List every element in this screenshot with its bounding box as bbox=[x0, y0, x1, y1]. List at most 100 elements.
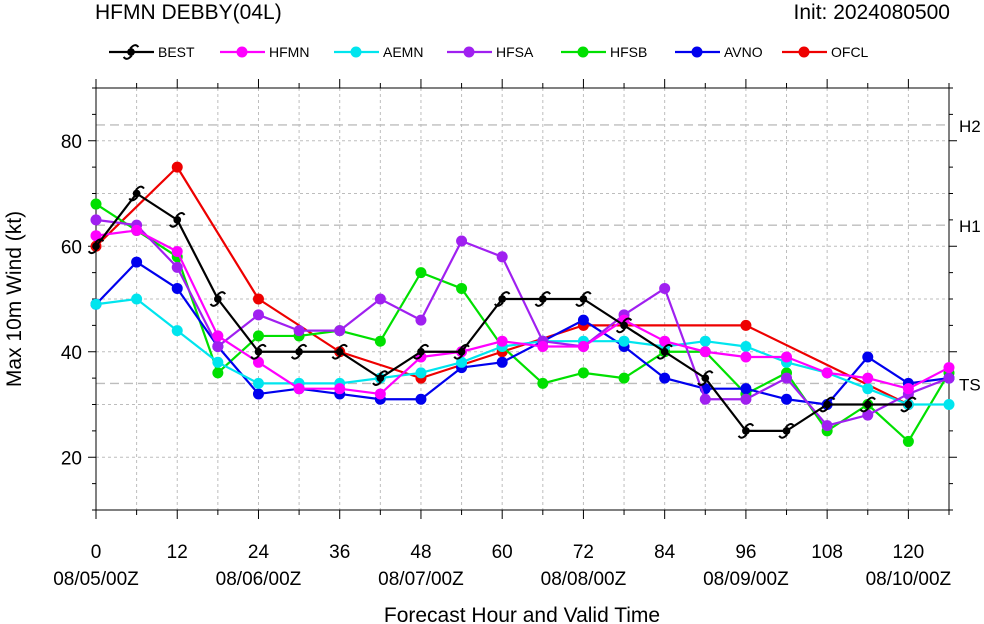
x-tick-label: 84 bbox=[654, 542, 676, 563]
data-point-avno bbox=[496, 356, 508, 368]
hurricane-marker bbox=[331, 343, 348, 360]
legend-label: HFSB bbox=[610, 44, 647, 60]
legend-label: AEMN bbox=[383, 44, 423, 60]
data-point-hfmn bbox=[374, 388, 386, 400]
hurricane-marker bbox=[412, 343, 430, 360]
data-point-aemn bbox=[618, 335, 630, 347]
y-tick-label: 20 bbox=[61, 448, 82, 469]
data-point-ofcl bbox=[171, 161, 183, 173]
data-point-avno bbox=[862, 351, 874, 363]
legend-entry-ofcl: OFCL bbox=[782, 44, 869, 60]
data-point-hfmn bbox=[943, 362, 955, 374]
data-point-aemn bbox=[212, 356, 224, 368]
data-point-hfsa bbox=[293, 325, 305, 337]
data-point-ofcl bbox=[740, 319, 752, 331]
legend-entry-hfsb: HFSB bbox=[561, 44, 647, 60]
legend-entry-hfsa: HFSA bbox=[447, 44, 534, 60]
data-point-hfmn bbox=[659, 335, 671, 347]
x-tick-label: 12 bbox=[167, 542, 188, 563]
hurricane-marker bbox=[778, 423, 795, 439]
x-tick-label: 36 bbox=[329, 542, 350, 563]
legend: BEST HFMN AEMN HFSA HFSB AVNO OFCL bbox=[109, 44, 869, 60]
intensity-thresholds: TS H1 H2 bbox=[96, 117, 981, 394]
x-tick-label: 72 bbox=[573, 542, 594, 563]
data-point-avno bbox=[252, 388, 264, 400]
data-point-hfmn bbox=[171, 246, 183, 258]
data-point-hfmn bbox=[740, 351, 752, 363]
threshold-label-h2: H2 bbox=[959, 117, 981, 136]
data-point-aemn bbox=[415, 367, 427, 379]
legend-label: OFCL bbox=[831, 44, 869, 60]
data-point-avno bbox=[577, 314, 589, 326]
hurricane-marker bbox=[656, 343, 673, 360]
legend-entry-hfmn: HFMN bbox=[220, 44, 309, 60]
data-point-hfsa bbox=[496, 251, 508, 263]
data-point-hfsb bbox=[456, 282, 468, 294]
data-point-aemn bbox=[862, 383, 874, 395]
data-point-hfsa bbox=[699, 393, 711, 405]
y-axis-label: Max 10m Wind (kt) bbox=[3, 211, 26, 387]
data-point-avno bbox=[415, 393, 427, 405]
data-point-hfmn bbox=[699, 346, 711, 358]
hurricane-marker bbox=[737, 423, 755, 439]
data-point-hfsa bbox=[334, 325, 346, 337]
threshold-label-h1: H1 bbox=[959, 217, 981, 236]
legend-label: BEST bbox=[158, 44, 195, 60]
data-point-hfsa bbox=[212, 340, 224, 352]
x-tick-label: 108 bbox=[811, 542, 843, 563]
legend-entry-aemn: AEMN bbox=[334, 44, 423, 60]
legend-label: HFMN bbox=[269, 44, 309, 60]
data-point-hfsb bbox=[618, 372, 630, 384]
data-point-hfsa bbox=[821, 420, 833, 432]
data-point-hfmn bbox=[90, 230, 102, 242]
x-date-label: 08/09/00Z bbox=[703, 569, 789, 590]
legend-entry-avno: AVNO bbox=[675, 44, 763, 60]
series-line-hfmn bbox=[95, 229, 950, 396]
threshold-label-ts: TS bbox=[959, 375, 981, 394]
data-point-hfsb bbox=[902, 435, 914, 447]
legend-marker bbox=[463, 46, 475, 58]
data-point-aemn bbox=[131, 293, 143, 305]
legend-marker bbox=[350, 46, 362, 58]
series-hfsa bbox=[90, 214, 955, 432]
x-tick-label: 96 bbox=[735, 542, 756, 563]
data-point-avno bbox=[781, 393, 793, 405]
hurricane-marker bbox=[209, 291, 227, 307]
hurricane-marker bbox=[169, 212, 186, 228]
hurricane-marker bbox=[697, 370, 714, 386]
data-point-hfmn bbox=[781, 351, 793, 363]
data-point-aemn bbox=[699, 335, 711, 347]
x-date-label: 08/07/00Z bbox=[378, 569, 464, 590]
data-point-aemn bbox=[171, 325, 183, 337]
x-tick-label: 0 bbox=[91, 542, 102, 563]
legend-marker bbox=[236, 46, 248, 58]
chart-title: HFMN DEBBY(04L) bbox=[95, 1, 282, 24]
hurricane-marker bbox=[859, 396, 876, 413]
data-point-hfsa bbox=[374, 293, 386, 305]
data-point-aemn bbox=[740, 340, 752, 352]
data-point-hfmn bbox=[496, 335, 508, 347]
data-point-hfmn bbox=[252, 356, 264, 368]
series-line-hfsa bbox=[95, 218, 950, 427]
data-point-hfsa bbox=[456, 235, 468, 247]
data-point-hfmn bbox=[537, 340, 549, 352]
data-point-hfsb bbox=[374, 335, 386, 347]
hurricane-marker bbox=[290, 343, 308, 360]
hurricane-marker bbox=[453, 343, 470, 360]
data-point-hfsb bbox=[90, 198, 102, 210]
data-point-hfsb bbox=[252, 330, 264, 342]
data-point-hfsa bbox=[90, 214, 102, 226]
hurricane-marker bbox=[128, 185, 145, 202]
data-point-hfsa bbox=[171, 261, 183, 273]
x-tick-label: 120 bbox=[893, 542, 925, 563]
hurricane-marker bbox=[494, 291, 511, 307]
data-point-hfmn bbox=[902, 383, 914, 395]
legend-marker bbox=[691, 46, 703, 58]
hurricane-marker bbox=[900, 396, 917, 413]
series-layer bbox=[87, 161, 955, 447]
data-point-hfsa bbox=[781, 372, 793, 384]
init-time-label: Init: 2024080500 bbox=[793, 1, 950, 24]
y-tick-label: 40 bbox=[61, 343, 82, 364]
legend-entry-best: BEST bbox=[109, 44, 195, 60]
